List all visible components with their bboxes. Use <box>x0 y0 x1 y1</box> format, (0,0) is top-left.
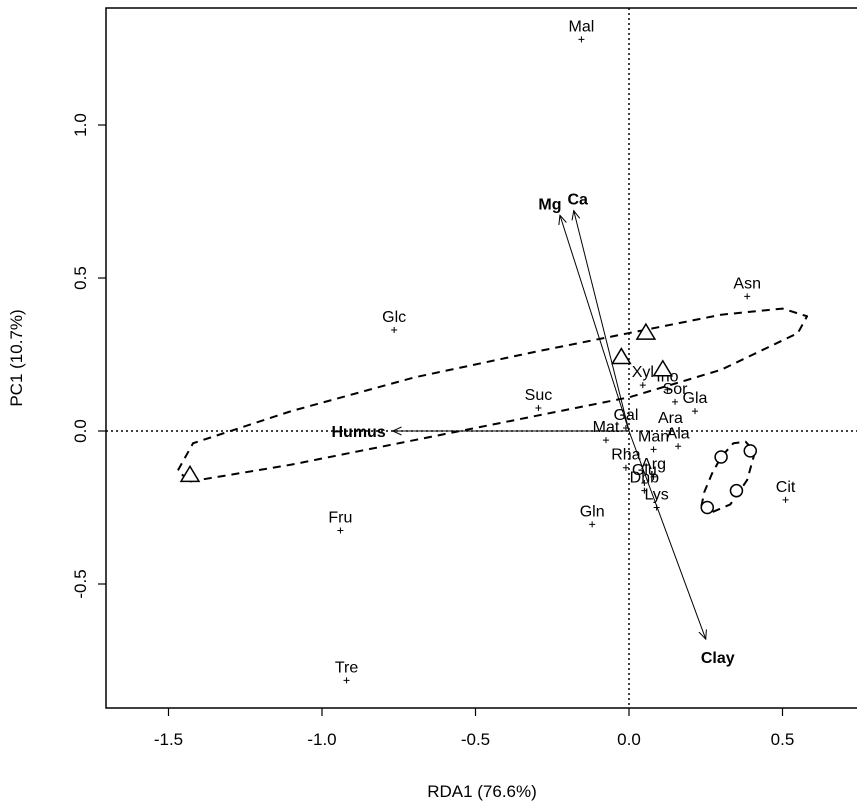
point-marker-ala <box>675 443 682 450</box>
y-tick-label-0: -0.5 <box>71 569 90 598</box>
point-marker-rha <box>622 464 629 471</box>
vector-arrow-clay <box>628 430 706 639</box>
point-label-ala: Ala <box>667 425 690 442</box>
point-label-sor: Sor <box>663 381 689 398</box>
circle-marker-1 <box>700 500 715 515</box>
environment-vectors: Mg Ca Humus Clay <box>331 192 734 667</box>
point-marker-gal <box>622 424 629 431</box>
point-marker-asn <box>744 293 751 300</box>
point-marker-glc <box>391 327 398 334</box>
triangle-marker-1 <box>179 464 201 483</box>
vector-label-ca: Ca <box>568 192 589 209</box>
circle-marker-2 <box>714 450 728 464</box>
point-label-asn: Asn <box>733 275 761 292</box>
point-label-glu: Glu <box>632 462 657 479</box>
point-label-xyl: Xyl <box>632 364 654 381</box>
point-marker-sor <box>672 398 679 405</box>
point-marker-glu <box>641 480 648 487</box>
point-label-glc: Glc <box>382 309 406 326</box>
point-marker-suc <box>535 405 542 412</box>
x-axis-label: RDA1 (76.6%) <box>427 782 537 801</box>
y-tick-label-2: 0.5 <box>71 266 90 290</box>
point-label-arg: Arg <box>641 456 666 473</box>
reference-lines <box>106 8 857 708</box>
point-label-tre: Tre <box>335 659 359 676</box>
vector-arrow-mg <box>560 215 630 432</box>
y-tick-label-3: 1.0 <box>71 113 90 137</box>
point-label-gla: Gla <box>683 390 708 407</box>
triangle-marker-2 <box>611 347 632 365</box>
confidence-ellipse-2 <box>700 440 756 515</box>
point-marker-xyl <box>639 382 646 389</box>
point-label-gal: Gal <box>613 407 638 424</box>
confidence-ellipse-1 <box>176 307 809 483</box>
circle-marker-3 <box>729 483 744 498</box>
point-marker-mat <box>602 437 609 444</box>
x-axis: -1.5 -1.0 -0.5 0.0 0.5 <box>154 707 795 749</box>
group-ellipses <box>176 307 809 515</box>
vector-label-humus: Humus <box>331 424 385 441</box>
point-marker-tre <box>343 677 350 684</box>
point-marker-dhb <box>641 487 648 494</box>
x-tick-label-2: -0.5 <box>461 730 490 749</box>
y-axis: -0.5 0.0 0.5 1.0 <box>71 113 107 599</box>
point-label-fru: Fru <box>328 509 352 526</box>
point-label-suc: Suc <box>525 387 553 404</box>
point-label-lys: Lys <box>644 487 668 504</box>
point-label-mal: Mal <box>569 18 595 35</box>
vector-label-mg: Mg <box>538 196 561 213</box>
point-marker-fru <box>337 527 344 534</box>
group-markers <box>179 322 758 515</box>
point-marker-gln <box>589 521 596 528</box>
point-label-rha: Rha <box>611 447 640 464</box>
vector-arrow-ca <box>574 211 630 432</box>
point-marker-ino <box>664 386 671 393</box>
point-marker-man <box>650 446 657 453</box>
point-marker-gla <box>692 408 699 415</box>
vector-label-clay: Clay <box>701 650 735 667</box>
x-tick-label-4: 0.5 <box>771 730 795 749</box>
point-label-mat: Mat <box>593 419 620 436</box>
point-marker-arg <box>650 473 657 480</box>
point-label-cit: Cit <box>776 479 796 496</box>
x-tick-label-3: 0.0 <box>617 730 641 749</box>
plot-frame <box>105 7 857 709</box>
point-marker-cit <box>782 496 789 503</box>
point-label-man: Man <box>638 428 669 445</box>
x-tick-label-0: -1.5 <box>154 730 183 749</box>
point-label-dhb: Dhb <box>630 470 659 487</box>
y-axis-label: PC1 (10.7%) <box>7 309 26 406</box>
circle-marker-4 <box>743 444 758 458</box>
point-marker-lys <box>653 504 660 511</box>
point-label-gln: Gln <box>580 503 605 520</box>
triangle-marker-4 <box>652 359 674 377</box>
x-tick-label-1: -1.0 <box>307 730 336 749</box>
y-tick-label-1: 0.0 <box>71 419 90 443</box>
triangle-marker-3 <box>635 322 657 340</box>
point-marker-mal <box>578 36 585 43</box>
point-label-ara: Ara <box>658 410 683 427</box>
point-marker-ara <box>667 428 674 434</box>
